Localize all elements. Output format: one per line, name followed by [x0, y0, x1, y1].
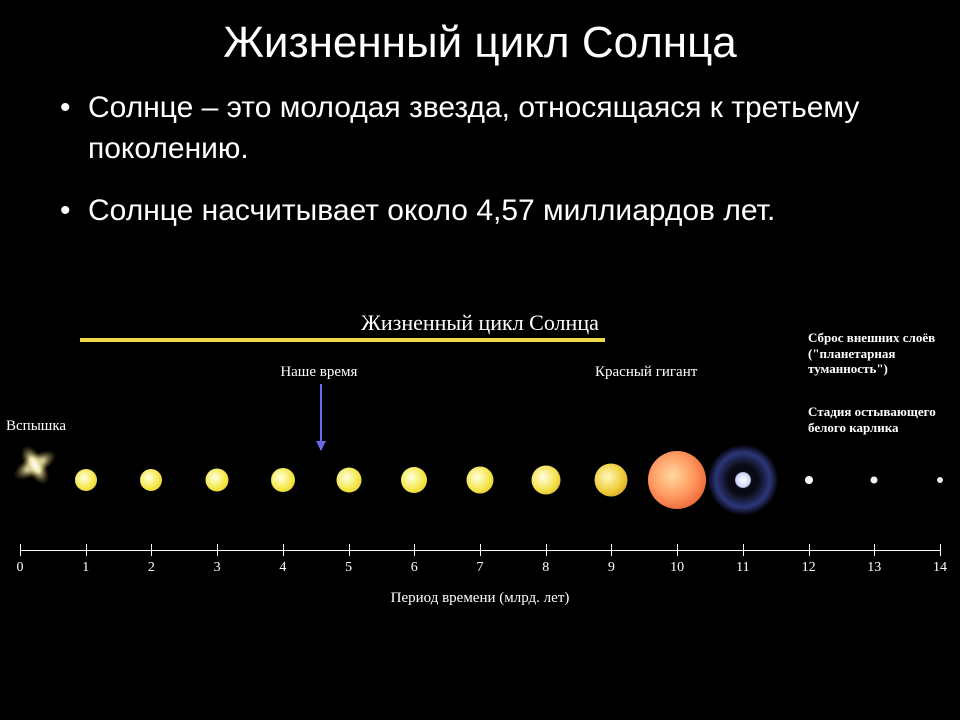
sun-stage [271, 468, 295, 492]
slide-title: Жизненный цикл Солнца [0, 0, 960, 88]
axis-caption: Период времени (млрд. лет) [0, 590, 960, 607]
axis-tick-label: 7 [477, 560, 484, 576]
axis-tick [809, 544, 810, 556]
axis-tick-label: 1 [82, 560, 89, 576]
axis-tick [546, 544, 547, 556]
heading-underline [80, 338, 605, 342]
axis-tick-label: 11 [736, 560, 749, 576]
axis-tick [480, 544, 481, 556]
red-giant-label: Красный гигант [595, 364, 697, 381]
axis-tick [20, 544, 21, 556]
sun-stage [75, 469, 97, 491]
axis-tick-label: 4 [279, 560, 286, 576]
axis-tick-label: 6 [411, 560, 418, 576]
nebula-core [735, 472, 751, 488]
axis-tick [611, 544, 612, 556]
axis-tick-label: 0 [17, 560, 24, 576]
axis-tick [86, 544, 87, 556]
axis-tick [743, 544, 744, 556]
white-dwarf-stage [805, 476, 813, 484]
white-dwarf-stage [871, 477, 878, 484]
axis-tick-label: 9 [608, 560, 615, 576]
axis-tick-label: 3 [214, 560, 221, 576]
axis-tick [217, 544, 218, 556]
sun-stage [401, 467, 427, 493]
axis-tick [874, 544, 875, 556]
axis-tick [349, 544, 350, 556]
axis-tick [940, 544, 941, 556]
sun-stage [140, 469, 162, 491]
diagram-heading: Жизненный цикл Солнца [361, 310, 599, 336]
axis-tick-label: 12 [802, 560, 816, 576]
current-time-arrow [320, 384, 322, 450]
axis-tick-label: 13 [867, 560, 881, 576]
sun-stage [336, 468, 361, 493]
axis-tick [414, 544, 415, 556]
axis-tick [151, 544, 152, 556]
bullet-item: Солнце насчитывает около 4,57 миллиардов… [60, 191, 920, 232]
flash-label: Вспышка [6, 418, 66, 435]
white-dwarf-label: Стадия остывающего белого карлика [808, 404, 958, 435]
initial-flash-icon [10, 440, 60, 490]
sun-stage [648, 451, 706, 509]
nebula-label: Сброс внешних слоёв ("планетарная туманн… [808, 330, 958, 377]
bullet-list: Солнце – это молодая звезда, относящаяся… [0, 88, 960, 232]
axis-tick [283, 544, 284, 556]
sun-stage [467, 467, 494, 494]
axis-tick-label: 10 [670, 560, 684, 576]
sun-stage [595, 464, 628, 497]
axis-tick-label: 14 [933, 560, 947, 576]
sun-stage [531, 466, 560, 495]
time-axis: 01234567891011121314 [20, 550, 940, 590]
current-time-label: Наше время [280, 364, 357, 381]
axis-tick-label: 5 [345, 560, 352, 576]
lifecycle-diagram: Жизненный цикл Солнца Наше время Вспышка… [0, 310, 960, 690]
sun-stage [206, 469, 229, 492]
axis-tick [677, 544, 678, 556]
white-dwarf-stage [937, 477, 943, 483]
bullet-item: Солнце – это молодая звезда, относящаяся… [60, 88, 920, 169]
axis-tick-label: 8 [542, 560, 549, 576]
axis-tick-label: 2 [148, 560, 155, 576]
